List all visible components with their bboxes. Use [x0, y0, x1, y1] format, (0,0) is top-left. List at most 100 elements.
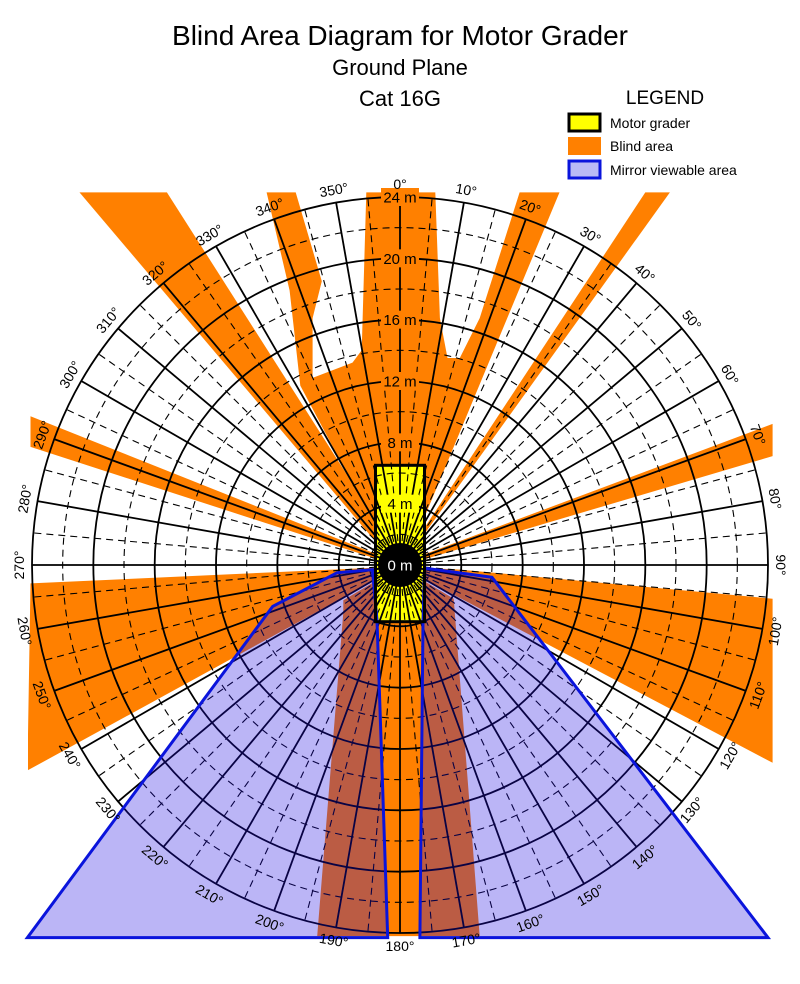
legend: LEGEND Motor grader Blind area Mirror vi… — [567, 88, 737, 180]
legend-swatch-motor-grader — [567, 112, 602, 133]
bearing-line-minor — [98, 353, 401, 566]
bearing-line — [162, 564, 401, 848]
bearing-line-minor — [188, 263, 401, 566]
bearing-line — [399, 564, 763, 630]
bearing-line — [399, 327, 683, 566]
bearing-line-minor — [33, 564, 401, 598]
bearing-line-minor — [304, 564, 401, 921]
range-label: 4 m — [387, 496, 412, 513]
bearing-line-minor — [66, 564, 401, 722]
bearing-label: 80° — [765, 487, 784, 511]
mirror-viewable-areas — [24, 566, 772, 940]
bearing-line-minor — [399, 564, 756, 661]
range-label: 0 m — [387, 558, 412, 575]
bearing-line-minor — [399, 408, 734, 566]
bearing-line-minor — [33, 532, 401, 566]
bearing-line-minor — [44, 469, 401, 566]
bearing-label: 260° — [14, 616, 35, 647]
bearing-line — [53, 564, 401, 692]
bearing-line — [335, 564, 401, 928]
bearing-line-minor — [399, 564, 433, 932]
blind-area-polygon — [30, 416, 400, 567]
bearing-line — [399, 500, 763, 566]
blind-area-polygon — [317, 566, 480, 937]
blind-area-polygon — [400, 192, 670, 565]
bearing-line-minor — [44, 564, 401, 661]
bearing-line-minor — [399, 263, 612, 566]
range-label: 20 m — [383, 251, 416, 268]
diagram-title: Blind Area Diagram for Motor Grader — [172, 20, 628, 51]
blind-area-polygon — [28, 566, 400, 771]
range-label-background — [381, 310, 419, 329]
bearing-label: 350° — [318, 179, 349, 200]
range-label-background — [381, 372, 419, 390]
bearing-line-minor — [188, 564, 401, 867]
range-label-background — [381, 188, 419, 206]
bearing-label: 10° — [454, 180, 478, 199]
bearing-line-minor — [399, 353, 702, 566]
bearing-line-minor — [399, 564, 661, 826]
bearing-line — [399, 245, 585, 566]
legend-swatch-mirror-viewable-area — [567, 159, 602, 180]
bearing-line-minor — [139, 304, 401, 566]
range-label-background — [381, 433, 419, 452]
bearing-line — [399, 218, 527, 566]
bearing-line — [273, 218, 401, 566]
bearing-line — [399, 564, 720, 750]
bearing-line — [399, 564, 747, 692]
bearing-line — [80, 564, 401, 750]
bearing-line — [399, 564, 638, 848]
bearing-line — [117, 564, 401, 803]
bearing-line-minor — [399, 564, 612, 867]
bearing-line-minor — [399, 469, 756, 566]
bearing-line — [399, 564, 585, 885]
bearing-line-minor — [399, 564, 702, 777]
bearing-line-minor — [139, 564, 401, 826]
bearing-line-minor — [98, 564, 401, 777]
origin-marker — [378, 543, 422, 587]
bearing-line — [117, 327, 401, 566]
range-label: 8 m — [387, 435, 412, 452]
header: Blind Area Diagram for Motor Grader Grou… — [172, 20, 628, 111]
bearing-label: 170° — [451, 930, 482, 951]
diagram-subtitle: Ground Plane — [332, 55, 468, 80]
legend-label-mirror-viewable-area: Mirror viewable area — [610, 162, 737, 178]
bearing-label: 270° — [11, 551, 27, 580]
bearing-line — [215, 245, 401, 566]
bearing-line-minor — [66, 408, 401, 566]
bearing-label: 90° — [773, 554, 789, 575]
range-label: 12 m — [383, 374, 416, 391]
motor-grader-outline — [374, 463, 426, 624]
bearing-line-minor — [399, 304, 661, 566]
bearing-line — [399, 564, 465, 928]
legend-heading: LEGEND — [626, 88, 704, 109]
bearing-line — [162, 282, 401, 566]
bearing-line-minor — [367, 564, 401, 932]
bearing-label: 0° — [393, 176, 406, 192]
grader-outline — [374, 463, 426, 624]
legend-label-blind-area: Blind area — [610, 138, 673, 154]
bearing-line — [215, 564, 401, 885]
range-label: 24 m — [383, 190, 416, 207]
bearing-label: 100° — [765, 616, 786, 647]
bearing-label: 280° — [14, 483, 35, 514]
bearing-line — [53, 438, 401, 566]
range-labels: 0 m 4 m 8 m 12 m 16 m 20 m 24 m — [381, 188, 419, 575]
bearing-line-minor — [399, 564, 734, 722]
bearing-label: 70° — [747, 422, 769, 447]
bearing-line — [399, 438, 747, 566]
machine-model: Cat 16G — [359, 86, 441, 111]
legend-swatch-blind-area — [568, 137, 601, 155]
bearing-label: 20° — [518, 196, 543, 218]
range-label-background — [381, 494, 419, 513]
bearing-label: 180° — [386, 938, 415, 954]
bearing-line — [399, 282, 638, 566]
legend-label-motor-grader: Motor grader — [610, 115, 690, 131]
bearing-line — [399, 380, 720, 566]
bearing-label: 190° — [318, 930, 349, 951]
bearing-line-minor — [399, 564, 767, 598]
bearing-line-minor — [399, 532, 767, 566]
range-label: 16 m — [383, 312, 416, 329]
blind-area-polygon — [400, 566, 773, 763]
